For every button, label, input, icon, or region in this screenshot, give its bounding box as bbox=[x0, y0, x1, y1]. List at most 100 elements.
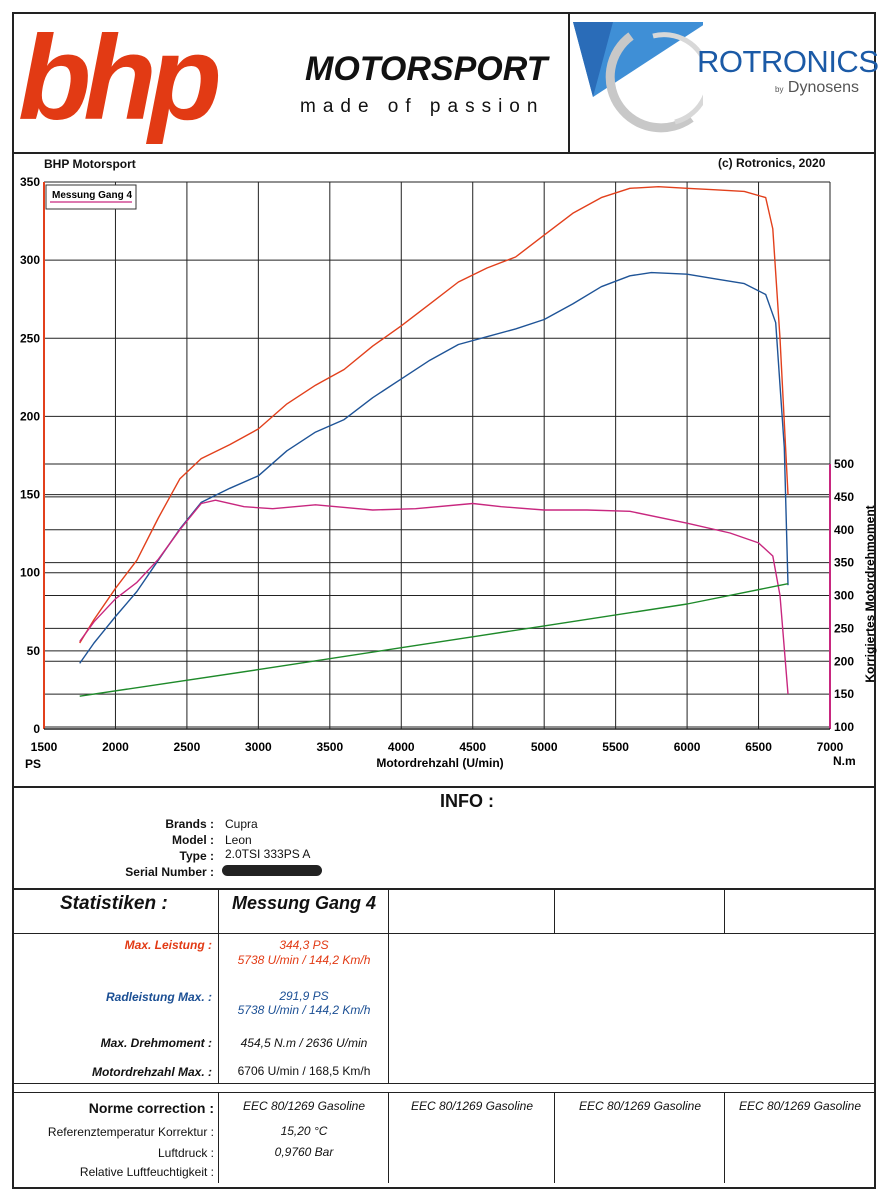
norm-value-4: EEC 80/1269 Gasoline bbox=[738, 1099, 862, 1113]
tagline: made of passion bbox=[300, 96, 545, 117]
chart-curves bbox=[79, 185, 789, 697]
subheader-left: BHP Motorsport bbox=[44, 157, 136, 171]
radleistung-label: Radleistung Max. : bbox=[105, 990, 212, 1004]
norm-col-4 bbox=[724, 1093, 725, 1183]
stats-column-head: Messung Gang 4 bbox=[231, 893, 377, 913]
ref-temp-value: 15,20 °C bbox=[280, 1124, 328, 1138]
rotronics-name: ROTRONICS bbox=[697, 44, 879, 79]
chart-legend: Messung Gang 4 bbox=[45, 184, 137, 210]
col-line-4 bbox=[724, 888, 725, 934]
brands-label: Brands : bbox=[165, 817, 214, 831]
y-left-tick-0: 0 bbox=[33, 722, 40, 736]
ref-temp-label: Referenztemperatur Korrektur : bbox=[47, 1125, 214, 1139]
right-axis-label: Korrigiertes Motordrehmoment bbox=[863, 505, 877, 682]
col-line-2 bbox=[388, 888, 389, 934]
feuchte-label: Relative Luftfeuchtigkeit : bbox=[79, 1165, 214, 1179]
norm-col-2 bbox=[388, 1093, 389, 1183]
norm-col-1 bbox=[218, 1093, 219, 1183]
x-tick-7000: 7000 bbox=[817, 740, 844, 754]
stats-head-line bbox=[14, 933, 876, 934]
y-right-tick-100: 100 bbox=[834, 720, 854, 734]
page-frame bbox=[12, 12, 876, 1189]
x-tick-2000: 2000 bbox=[102, 740, 129, 754]
max-leistung-rpm: 5738 U/min / 144,2 Km/h bbox=[237, 953, 371, 967]
norm-top-line bbox=[14, 1092, 876, 1093]
type-value: 2.0TSI 333PS A bbox=[225, 847, 311, 861]
header-divider bbox=[568, 12, 570, 152]
norm-value-2: EEC 80/1269 Gasoline bbox=[410, 1099, 534, 1113]
y-right-tick-200: 200 bbox=[834, 654, 854, 668]
by-label: by bbox=[775, 85, 784, 94]
left-unit: PS bbox=[25, 757, 41, 771]
x-tick-3000: 3000 bbox=[245, 740, 272, 754]
dyno-chart: 1500 2000 2500 3000 3500 4000 4500 5000 5500 6000… bbox=[20, 175, 877, 771]
col-line-3 bbox=[554, 888, 555, 934]
info-title: INFO : bbox=[440, 791, 494, 811]
right-unit: N.m bbox=[833, 754, 856, 768]
y-left-tick-50: 50 bbox=[27, 644, 41, 658]
x-tick-1500: 1500 bbox=[31, 740, 58, 754]
y-left-tick-250: 250 bbox=[20, 331, 40, 345]
chart-ticks: 1500 2000 2500 3000 3500 4000 4500 5000 5500 6000… bbox=[20, 175, 854, 754]
curve-leistung bbox=[79, 185, 789, 644]
x-tick-6500: 6500 bbox=[745, 740, 772, 754]
rotronics-logo-icon bbox=[573, 22, 703, 133]
chart-grid bbox=[43, 181, 831, 730]
y-right-tick-500: 500 bbox=[834, 457, 854, 471]
bhp-logo-text: bhp bbox=[18, 11, 222, 145]
col-line-1 bbox=[218, 888, 219, 1084]
x-tick-3500: 3500 bbox=[316, 740, 343, 754]
y-right-tick-350: 350 bbox=[834, 556, 854, 570]
drehmoment-label: Max. Drehmoment : bbox=[100, 1036, 212, 1050]
luftdruck-label: Luftdruck : bbox=[157, 1146, 214, 1160]
motorsport-logo: MOTORSPORT bbox=[305, 50, 548, 88]
legend-box bbox=[45, 184, 137, 210]
y-left-tick-200: 200 bbox=[20, 409, 40, 423]
type-label: Type : bbox=[179, 849, 214, 863]
y-right-tick-150: 150 bbox=[834, 687, 854, 701]
stats-title: Statistiken : bbox=[60, 893, 168, 914]
y-left-tick-150: 150 bbox=[20, 488, 40, 502]
norm-value-1: EEC 80/1269 Gasoline bbox=[242, 1099, 366, 1113]
y-right-tick-400: 400 bbox=[834, 523, 854, 537]
drehmoment-value: 454,5 N.m / 2636 U/min bbox=[240, 1036, 368, 1050]
y-right-tick-450: 450 bbox=[834, 490, 854, 504]
dynosens-name: Dynosens bbox=[787, 79, 860, 96]
model-value: Leon bbox=[225, 833, 252, 847]
x-tick-4000: 4000 bbox=[388, 740, 415, 754]
x-tick-5000: 5000 bbox=[531, 740, 558, 754]
col-line-2b bbox=[388, 934, 389, 1084]
drehzahl-value: 6706 U/min / 168,5 Km/h bbox=[237, 1064, 371, 1078]
legend-label: Messung Gang 4 bbox=[52, 190, 132, 201]
x-axis-label: Motordrehzahl (U/min) bbox=[376, 756, 503, 770]
norm-value-3: EEC 80/1269 Gasoline bbox=[578, 1099, 702, 1113]
x-tick-2500: 2500 bbox=[174, 740, 201, 754]
max-leistung-label: Max. Leistung : bbox=[124, 938, 212, 952]
y-right-tick-300: 300 bbox=[834, 589, 854, 603]
x-tick-4500: 4500 bbox=[459, 740, 486, 754]
y-left-tick-300: 300 bbox=[20, 253, 40, 267]
model-label: Model : bbox=[172, 833, 214, 847]
y-left-tick-100: 100 bbox=[20, 566, 40, 580]
drehzahl-label: Motordrehzahl Max. : bbox=[91, 1065, 212, 1079]
radleistung-value: 291,9 PS bbox=[279, 989, 329, 1003]
stats-bottom-line bbox=[14, 1083, 876, 1084]
curve-drehmoment bbox=[79, 499, 789, 695]
serial-redacted bbox=[222, 865, 322, 876]
x-tick-6000: 6000 bbox=[674, 740, 701, 754]
info-separator bbox=[12, 786, 876, 788]
norm-col-3 bbox=[554, 1093, 555, 1183]
brands-value: Cupra bbox=[225, 817, 258, 831]
luftdruck-value: 0,9760 Bar bbox=[274, 1145, 334, 1159]
y-left-tick-350: 350 bbox=[20, 175, 40, 189]
curve-verlust bbox=[79, 583, 789, 697]
dynosens-label: by Dynosens bbox=[775, 80, 859, 96]
stats-table bbox=[14, 888, 876, 1086]
serial-label: Serial Number : bbox=[125, 865, 214, 879]
bhp-logo: bhp bbox=[18, 18, 222, 138]
max-leistung-value: 344,3 PS bbox=[279, 938, 329, 952]
y-right-tick-250: 250 bbox=[834, 621, 854, 635]
norm-label: Norme correction : bbox=[88, 1100, 214, 1116]
radleistung-rpm: 5738 U/min / 144,2 Km/h bbox=[237, 1003, 371, 1017]
header bbox=[12, 12, 876, 154]
